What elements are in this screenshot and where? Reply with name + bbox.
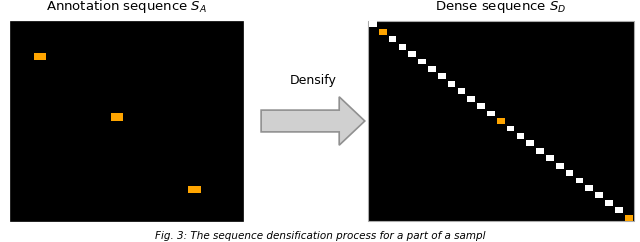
FancyBboxPatch shape: [467, 96, 475, 102]
Text: Annotation sequence $S_A$: Annotation sequence $S_A$: [46, 0, 207, 15]
Text: Fig. 3: The sequence densification process for a part of a sampl: Fig. 3: The sequence densification proce…: [155, 231, 485, 241]
FancyBboxPatch shape: [516, 133, 524, 139]
FancyBboxPatch shape: [111, 113, 124, 121]
Text: Dense sequence $S_D$: Dense sequence $S_D$: [435, 0, 566, 15]
FancyBboxPatch shape: [615, 207, 623, 213]
FancyBboxPatch shape: [487, 111, 495, 116]
FancyBboxPatch shape: [536, 148, 544, 154]
FancyBboxPatch shape: [625, 215, 632, 221]
FancyBboxPatch shape: [408, 51, 416, 57]
Text: Densify: Densify: [289, 74, 337, 87]
FancyBboxPatch shape: [10, 21, 243, 221]
FancyBboxPatch shape: [368, 21, 634, 221]
FancyBboxPatch shape: [595, 192, 603, 198]
FancyBboxPatch shape: [605, 200, 613, 206]
FancyBboxPatch shape: [388, 36, 396, 42]
Polygon shape: [261, 97, 365, 145]
FancyBboxPatch shape: [477, 103, 485, 109]
FancyBboxPatch shape: [188, 186, 200, 193]
FancyBboxPatch shape: [458, 88, 465, 94]
FancyBboxPatch shape: [399, 44, 406, 50]
FancyBboxPatch shape: [586, 185, 593, 191]
FancyBboxPatch shape: [497, 118, 504, 124]
FancyBboxPatch shape: [566, 170, 573, 176]
FancyBboxPatch shape: [419, 59, 426, 64]
FancyBboxPatch shape: [33, 53, 46, 60]
FancyBboxPatch shape: [438, 74, 445, 79]
FancyBboxPatch shape: [428, 66, 436, 72]
FancyBboxPatch shape: [507, 126, 515, 131]
FancyBboxPatch shape: [575, 178, 583, 183]
FancyBboxPatch shape: [546, 155, 554, 161]
FancyBboxPatch shape: [448, 81, 456, 87]
FancyBboxPatch shape: [369, 21, 377, 27]
FancyBboxPatch shape: [379, 29, 387, 35]
FancyBboxPatch shape: [527, 140, 534, 146]
FancyBboxPatch shape: [556, 163, 564, 168]
